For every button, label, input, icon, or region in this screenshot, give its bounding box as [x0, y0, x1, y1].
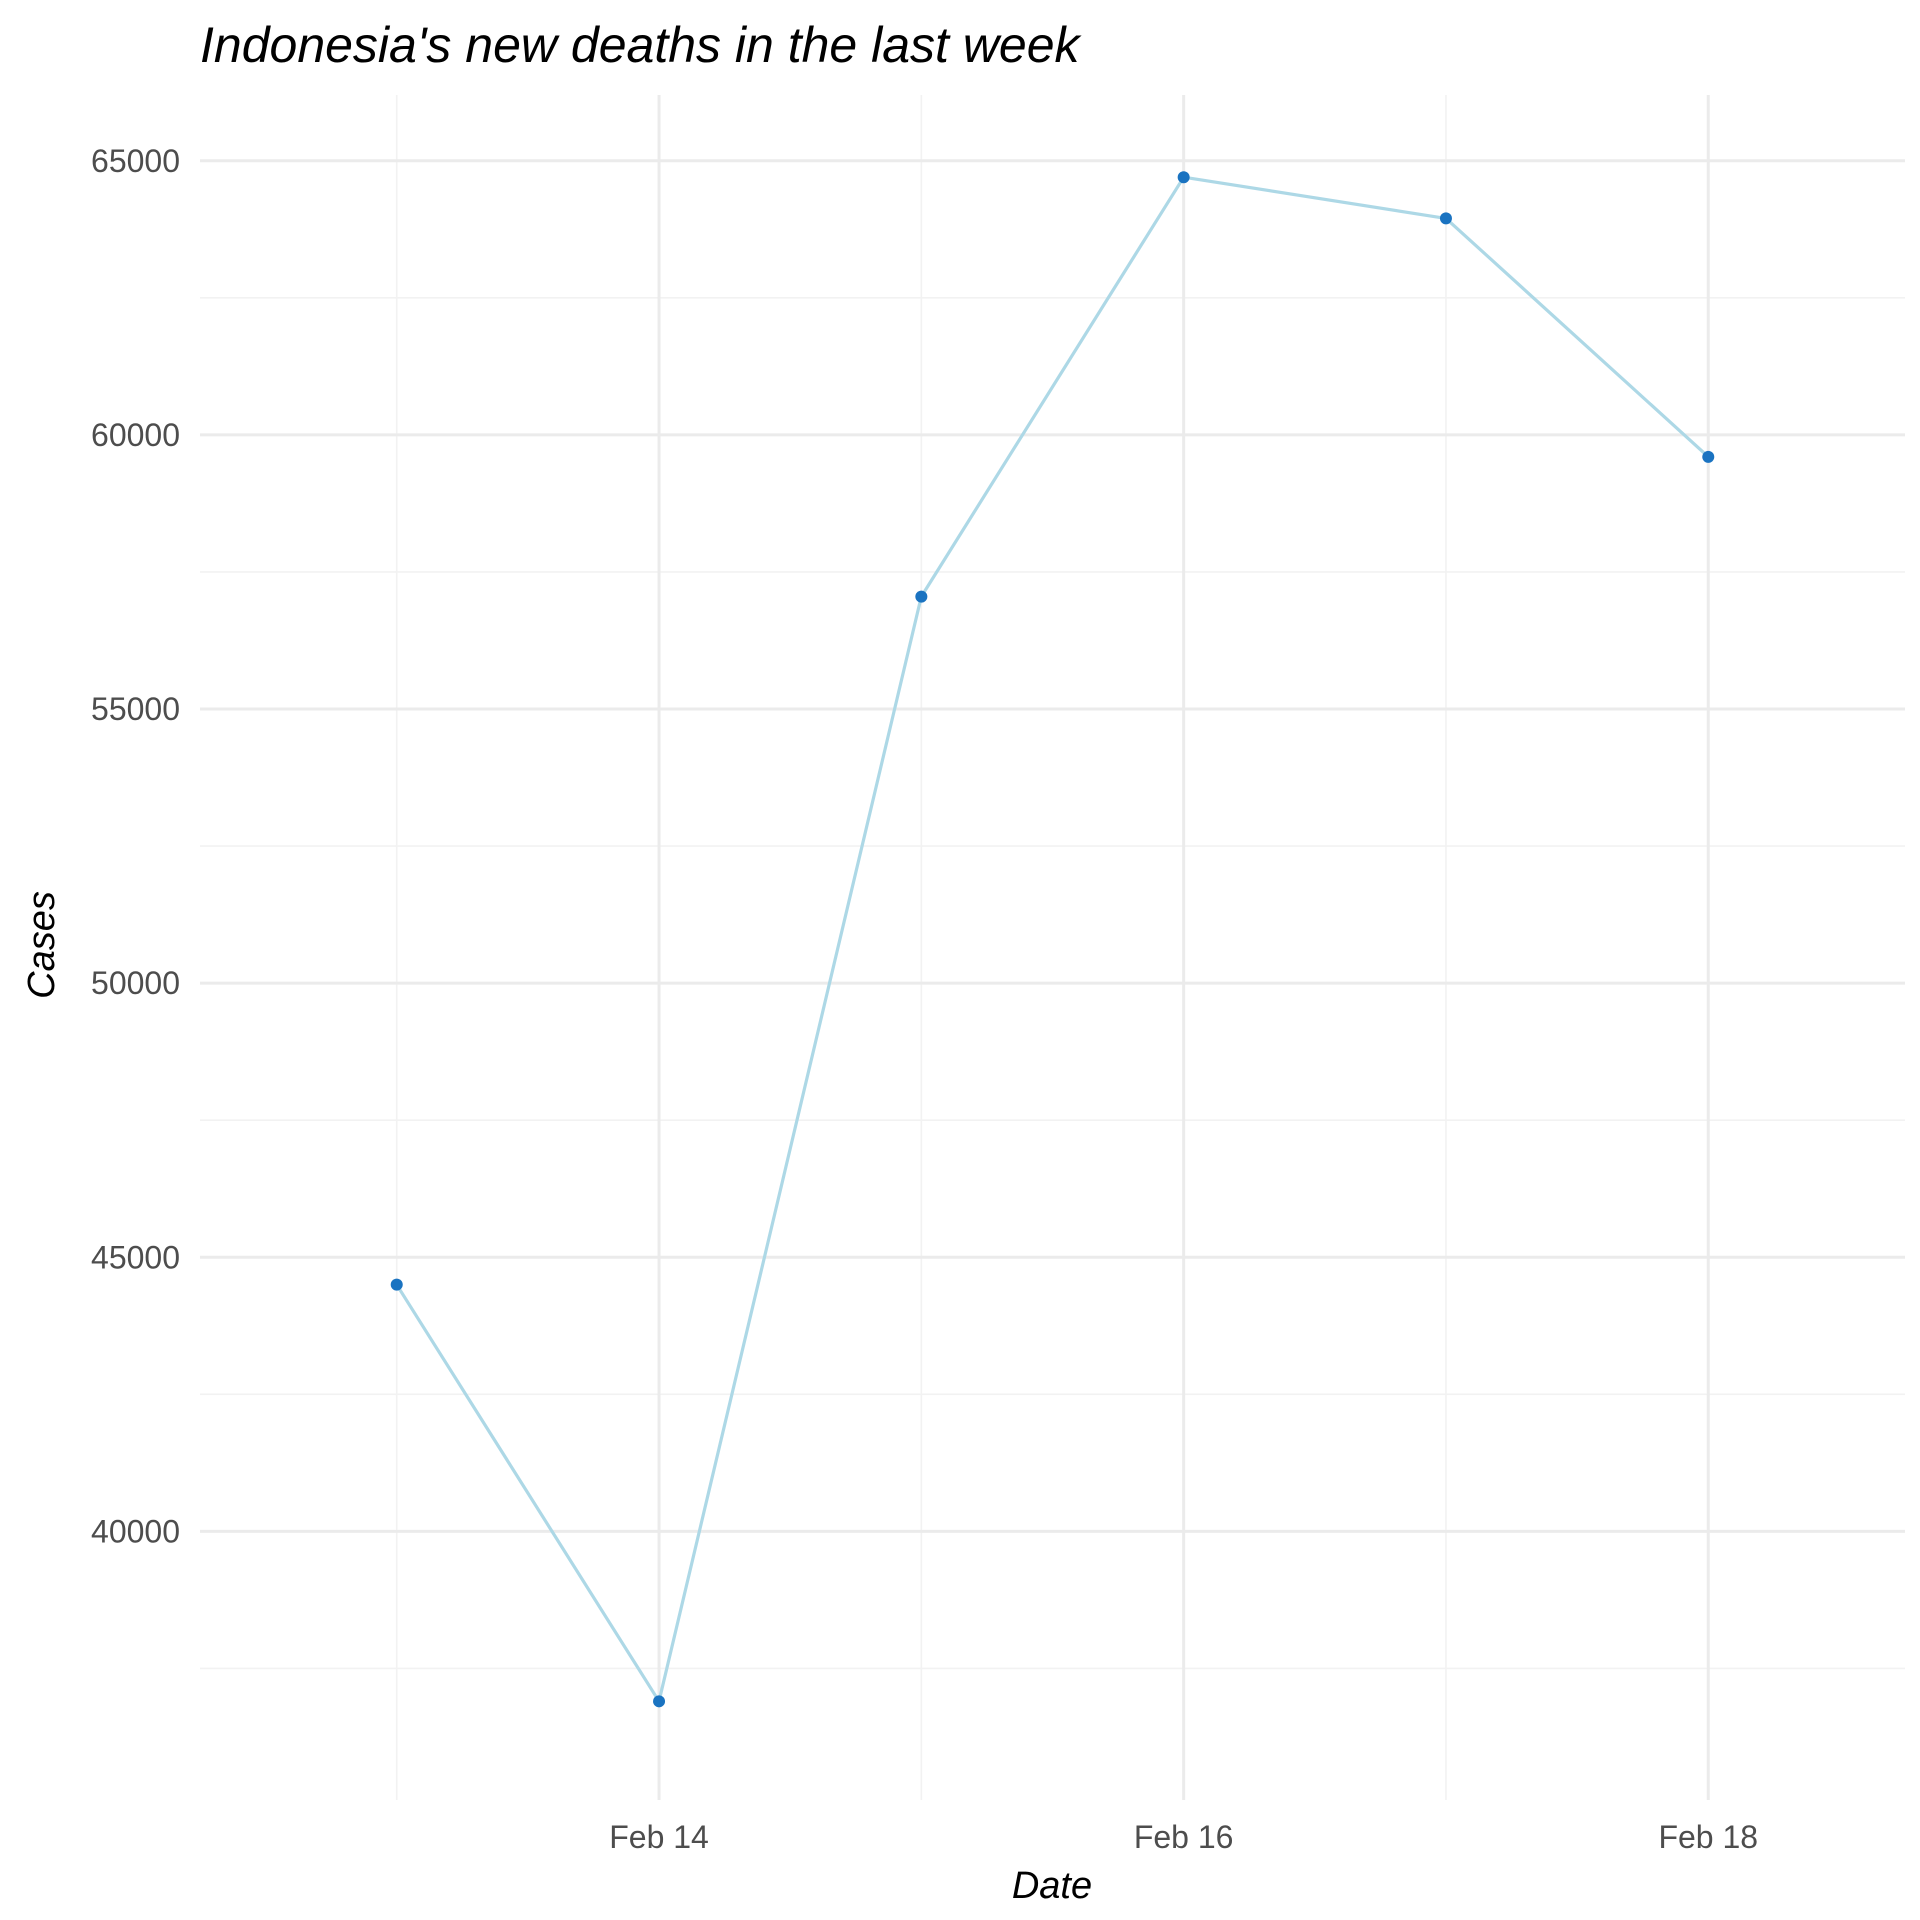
y-tick-label: 60000	[91, 417, 180, 453]
y-axis-title: Cases	[21, 891, 63, 999]
x-axis-ticks: Feb 14 Feb 16 Feb 18	[609, 1819, 1758, 1855]
data-point	[1177, 171, 1190, 184]
y-tick-label: 40000	[91, 1513, 180, 1549]
y-tick-label: 50000	[91, 965, 180, 1001]
major-gridlines	[200, 95, 1905, 1800]
data-point	[1439, 212, 1452, 225]
y-tick-label: 55000	[91, 691, 180, 727]
series-line	[395, 175, 1710, 1703]
data-point	[653, 1695, 666, 1708]
y-tick-label: 45000	[91, 1239, 180, 1275]
data-point	[915, 590, 928, 603]
x-tick-label: Feb 16	[1134, 1819, 1234, 1855]
chart-title: Indonesia's new deaths in the last week	[200, 17, 1083, 73]
data-point	[1702, 450, 1715, 463]
series-group	[390, 171, 1715, 1708]
x-tick-label: Feb 14	[609, 1819, 709, 1855]
minor-gridlines	[200, 95, 1905, 1800]
data-point	[390, 1278, 403, 1291]
x-axis-title: Date	[1012, 1865, 1092, 1907]
y-tick-label: 65000	[91, 143, 180, 179]
y-axis-ticks: 40000 45000 50000 55000 60000 65000	[91, 143, 180, 1550]
x-tick-label: Feb 18	[1658, 1819, 1758, 1855]
